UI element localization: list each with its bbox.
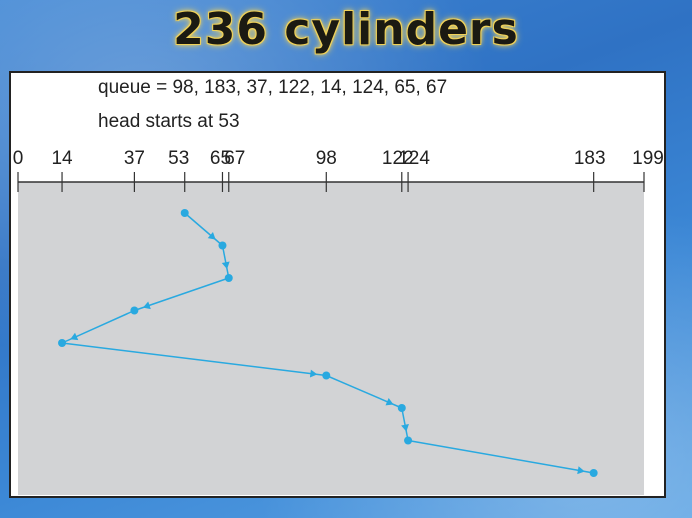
tick-label-0: 0 xyxy=(13,148,24,169)
path-segment-4 xyxy=(61,342,327,377)
path-point-14 xyxy=(58,339,67,347)
path-point-67 xyxy=(224,274,233,282)
path-arrow-7 xyxy=(577,466,585,475)
path-segment-0 xyxy=(184,212,223,247)
path-arrow-5 xyxy=(385,397,394,406)
path-arrow-2 xyxy=(142,301,151,310)
path-arrow-6 xyxy=(401,424,409,432)
path-segment-6 xyxy=(401,407,409,441)
path-segment-2 xyxy=(134,277,230,312)
path-point-53 xyxy=(180,209,189,217)
path-point-124 xyxy=(404,436,413,445)
path-arrow-3 xyxy=(70,332,79,341)
path-segment-1 xyxy=(221,245,230,279)
queue-text: queue = 98, 183, 37, 122, 14, 124, 65, 6… xyxy=(98,77,448,98)
path-point-98 xyxy=(322,371,331,380)
tick-label-98: 98 xyxy=(316,148,337,169)
path-arrow-0 xyxy=(207,232,216,240)
path-point-37 xyxy=(130,306,139,315)
tick-label-124: 124 xyxy=(398,148,430,169)
path-point-122 xyxy=(397,404,406,412)
plot-area xyxy=(18,182,644,495)
tick-label-14: 14 xyxy=(51,148,73,169)
tick-label-65: 65 xyxy=(210,148,231,169)
tick-label-122: 122 xyxy=(382,148,414,169)
path-arrow-1 xyxy=(221,261,230,270)
tick-label-53: 53 xyxy=(168,148,189,169)
path-point-183 xyxy=(589,469,598,477)
tick-label-199: 199 xyxy=(632,148,664,169)
tick-label-37: 37 xyxy=(124,148,145,169)
path-arrow-4 xyxy=(309,369,318,378)
path-segment-7 xyxy=(407,439,594,474)
head-start-text: head starts at 53 xyxy=(98,111,240,132)
tick-label-183: 183 xyxy=(574,148,606,169)
path-point-65 xyxy=(218,241,227,250)
slide-title: 236 cylinders xyxy=(173,4,519,55)
tick-label-67: 67 xyxy=(224,148,245,169)
